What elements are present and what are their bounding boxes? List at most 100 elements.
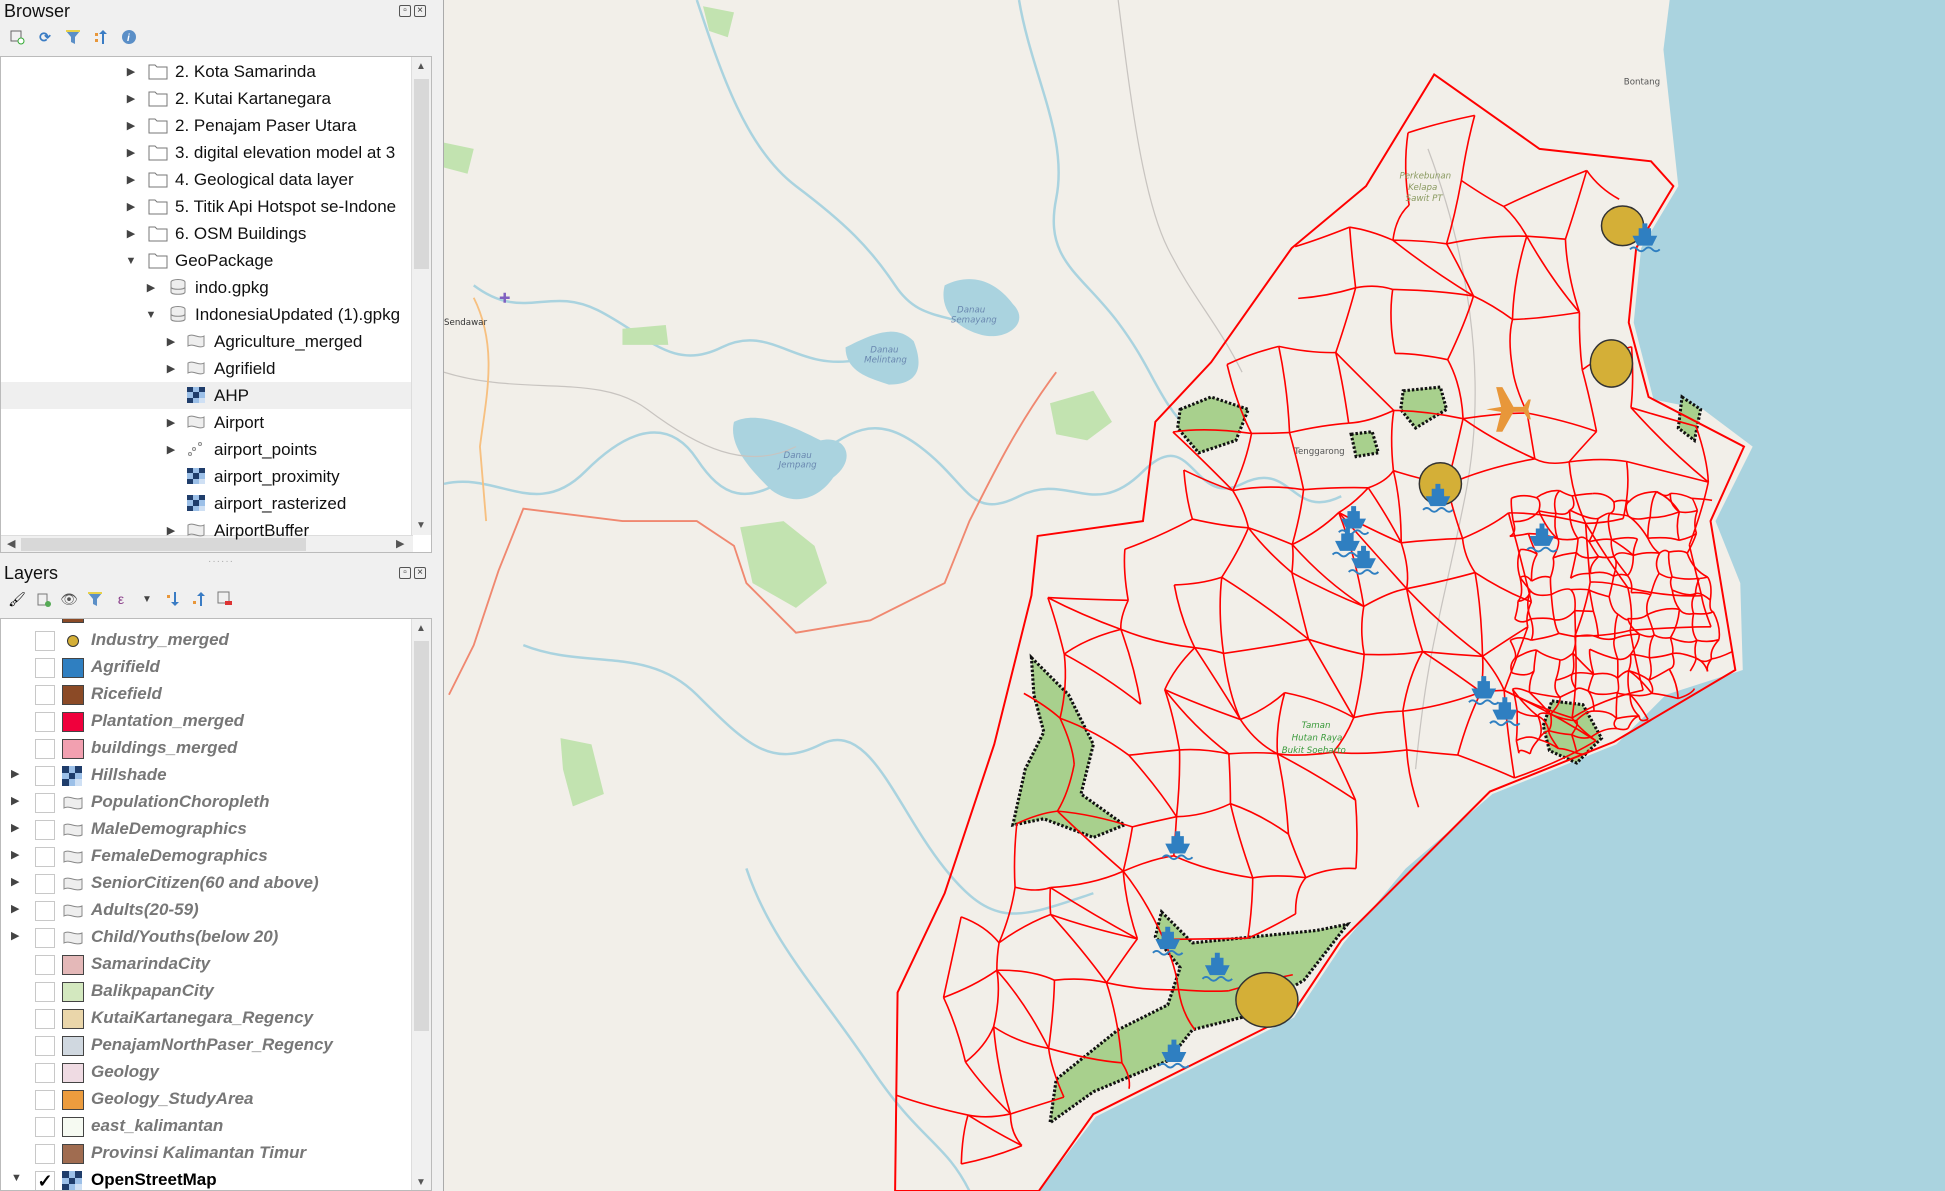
layer-visibility-checkbox[interactable] xyxy=(35,766,55,786)
remove-layer-icon[interactable] xyxy=(216,590,234,608)
layer-item[interactable]: ▶ Adults(20-59) xyxy=(1,897,411,924)
float-panel-icon[interactable]: ▫ xyxy=(399,5,411,17)
refresh-icon[interactable]: ⟳ xyxy=(39,28,51,45)
layers-vertical-scrollbar[interactable]: ▲ ▼ xyxy=(411,619,431,1190)
layer-item[interactable]: Agrifield xyxy=(1,654,411,681)
float-panel-icon[interactable]: ▫ xyxy=(399,567,411,579)
browser-item[interactable]: ▼ GeoPackage xyxy=(1,247,411,274)
layer-item[interactable]: Plantation_merged xyxy=(1,708,411,735)
close-panel-icon[interactable]: × xyxy=(414,5,426,17)
chevron-right-icon[interactable]: ▶ xyxy=(126,93,136,105)
chevron-right-icon[interactable]: ▶ xyxy=(146,282,156,294)
layers-tree[interactable]: ▲ ▼ Industry_merged Agrifield Ricefield Pla… xyxy=(0,618,432,1191)
layer-item[interactable]: ▶ MaleDemographics xyxy=(1,816,411,843)
browser-item[interactable]: ▶ airport_points xyxy=(1,436,411,463)
browser-item[interactable]: ▶ Agriculture_merged xyxy=(1,328,411,355)
browser-item[interactable]: airport_proximity xyxy=(1,463,411,490)
layer-item[interactable]: ▶ PopulationChoropleth xyxy=(1,789,411,816)
browser-item[interactable]: ▶ 3. digital elevation model at 3 xyxy=(1,139,411,166)
browser-item[interactable]: ▶ indo.gpkg xyxy=(1,274,411,301)
visibility-icon[interactable]: 👁 xyxy=(60,590,78,607)
layer-visibility-checkbox[interactable] xyxy=(35,1117,55,1137)
browser-item[interactable]: ▶ 5. Titik Api Hotspot se-Indone xyxy=(1,193,411,220)
layer-item[interactable]: Provinsi Kalimantan Timur xyxy=(1,1140,411,1167)
chevron-right-icon[interactable]: ▶ xyxy=(11,903,20,915)
browser-item[interactable]: ▶ 2. Kutai Kartanegara xyxy=(1,85,411,112)
layer-item[interactable]: KutaiKartanegara_Regency xyxy=(1,1005,411,1032)
browser-item[interactable]: ▶ 2. Kota Samarinda xyxy=(1,58,411,85)
layer-item[interactable]: BalikpapanCity xyxy=(1,978,411,1005)
expand-all-icon[interactable] xyxy=(164,590,182,608)
chevron-right-icon[interactable]: ▶ xyxy=(11,930,20,942)
collapse-all-icon[interactable] xyxy=(92,28,110,46)
filter-icon[interactable] xyxy=(64,28,82,46)
add-group-icon[interactable] xyxy=(34,590,52,608)
layer-visibility-checkbox[interactable] xyxy=(35,1009,55,1029)
layer-item[interactable]: Industry_merged xyxy=(1,627,411,654)
layer-item[interactable]: Geology xyxy=(1,1059,411,1086)
layer-visibility-checkbox[interactable] xyxy=(35,1036,55,1056)
browser-vertical-scrollbar[interactable]: ▲ ▼ xyxy=(411,57,431,535)
layer-visibility-checkbox[interactable] xyxy=(35,1090,55,1110)
chevron-right-icon[interactable]: ▶ xyxy=(11,795,20,807)
chevron-right-icon[interactable]: ▶ xyxy=(166,336,176,348)
browser-horizontal-scrollbar[interactable]: ◀ ▶ xyxy=(1,535,413,552)
expression-filter-icon[interactable]: ε xyxy=(117,591,125,607)
browser-item[interactable]: ▶ 2. Penajam Paser Utara xyxy=(1,112,411,139)
layer-visibility-checkbox[interactable] xyxy=(35,847,55,867)
layer-visibility-checkbox[interactable] xyxy=(35,982,55,1002)
layer-visibility-checkbox[interactable] xyxy=(35,685,55,705)
chevron-right-icon[interactable]: ▶ xyxy=(11,768,20,780)
layer-visibility-checkbox[interactable] xyxy=(35,820,55,840)
chevron-right-icon[interactable]: ▶ xyxy=(11,822,20,834)
dropdown-icon[interactable]: ▼ xyxy=(142,593,152,605)
layer-visibility-checkbox[interactable] xyxy=(35,874,55,894)
chevron-right-icon[interactable]: ▶ xyxy=(11,849,20,861)
chevron-right-icon[interactable]: ▶ xyxy=(126,201,136,213)
browser-item[interactable]: airport_rasterized xyxy=(1,490,411,517)
layer-item[interactable]: ▶ Child/Youths(below 20) xyxy=(1,924,411,951)
collapse-all-icon[interactable] xyxy=(190,590,208,608)
chevron-right-icon[interactable]: ▶ xyxy=(166,363,176,375)
layer-item[interactable]: SamarindaCity xyxy=(1,951,411,978)
layer-item[interactable]: buildings_merged xyxy=(1,735,411,762)
map-svg[interactable]: Bontang Sendawar Danau Semayang Danau Me… xyxy=(444,0,1945,1191)
chevron-right-icon[interactable]: ▶ xyxy=(126,228,136,240)
layer-visibility-checkbox[interactable]: ✓ xyxy=(35,1171,55,1190)
chevron-right-icon[interactable]: ▶ xyxy=(126,66,136,78)
layer-visibility-checkbox[interactable] xyxy=(35,1144,55,1164)
layer-item[interactable]: ▶ Hillshade xyxy=(1,762,411,789)
layer-visibility-checkbox[interactable] xyxy=(35,739,55,759)
chevron-right-icon[interactable]: ▶ xyxy=(11,876,20,888)
chevron-right-icon[interactable]: ▶ xyxy=(166,525,176,537)
layer-visibility-checkbox[interactable] xyxy=(35,712,55,732)
browser-item[interactable]: ▶ 4. Geological data layer xyxy=(1,166,411,193)
layer-item[interactable]: ▶ FemaleDemographics xyxy=(1,843,411,870)
browser-item[interactable]: ▼ IndonesiaUpdated (1).gpkg xyxy=(1,301,411,328)
chevron-right-icon[interactable]: ▶ xyxy=(126,147,136,159)
layer-visibility-checkbox[interactable] xyxy=(35,901,55,921)
browser-tree[interactable]: ▲ ▼ ◀ ▶ ▶ 2. Kota Samarinda ▶ 2. Kutai Kart… xyxy=(0,56,432,553)
close-panel-icon[interactable]: × xyxy=(414,567,426,579)
chevron-down-icon[interactable]: ▼ xyxy=(125,254,137,267)
layer-item[interactable]: ▶ SeniorCitizen(60 and above) xyxy=(1,870,411,897)
browser-item[interactable]: ▶ 6. OSM Buildings xyxy=(1,220,411,247)
chevron-down-icon[interactable]: ▼ xyxy=(11,1172,22,1184)
layer-item[interactable]: ▼ ✓ OpenStreetMap xyxy=(1,1167,411,1190)
layer-visibility-checkbox[interactable] xyxy=(35,928,55,948)
style-manager-icon[interactable]: 🖌 xyxy=(8,590,26,607)
browser-item[interactable]: ▶ AirportBuffer xyxy=(1,517,411,544)
layer-visibility-checkbox[interactable] xyxy=(35,955,55,975)
info-icon[interactable]: i xyxy=(120,28,138,46)
splitter-handle[interactable]: ······ xyxy=(208,556,234,567)
layer-visibility-checkbox[interactable] xyxy=(35,631,55,651)
browser-item[interactable]: ▶ Airport xyxy=(1,409,411,436)
layer-item[interactable]: Ricefield xyxy=(1,681,411,708)
browser-item[interactable]: AHP xyxy=(1,382,411,409)
chevron-down-icon[interactable]: ▼ xyxy=(145,308,157,321)
chevron-right-icon[interactable]: ▶ xyxy=(126,120,136,132)
layer-visibility-checkbox[interactable] xyxy=(35,1063,55,1083)
layer-item[interactable]: east_kalimantan xyxy=(1,1113,411,1140)
browser-item[interactable]: ▶ Agrifield xyxy=(1,355,411,382)
chevron-right-icon[interactable]: ▶ xyxy=(166,417,176,429)
